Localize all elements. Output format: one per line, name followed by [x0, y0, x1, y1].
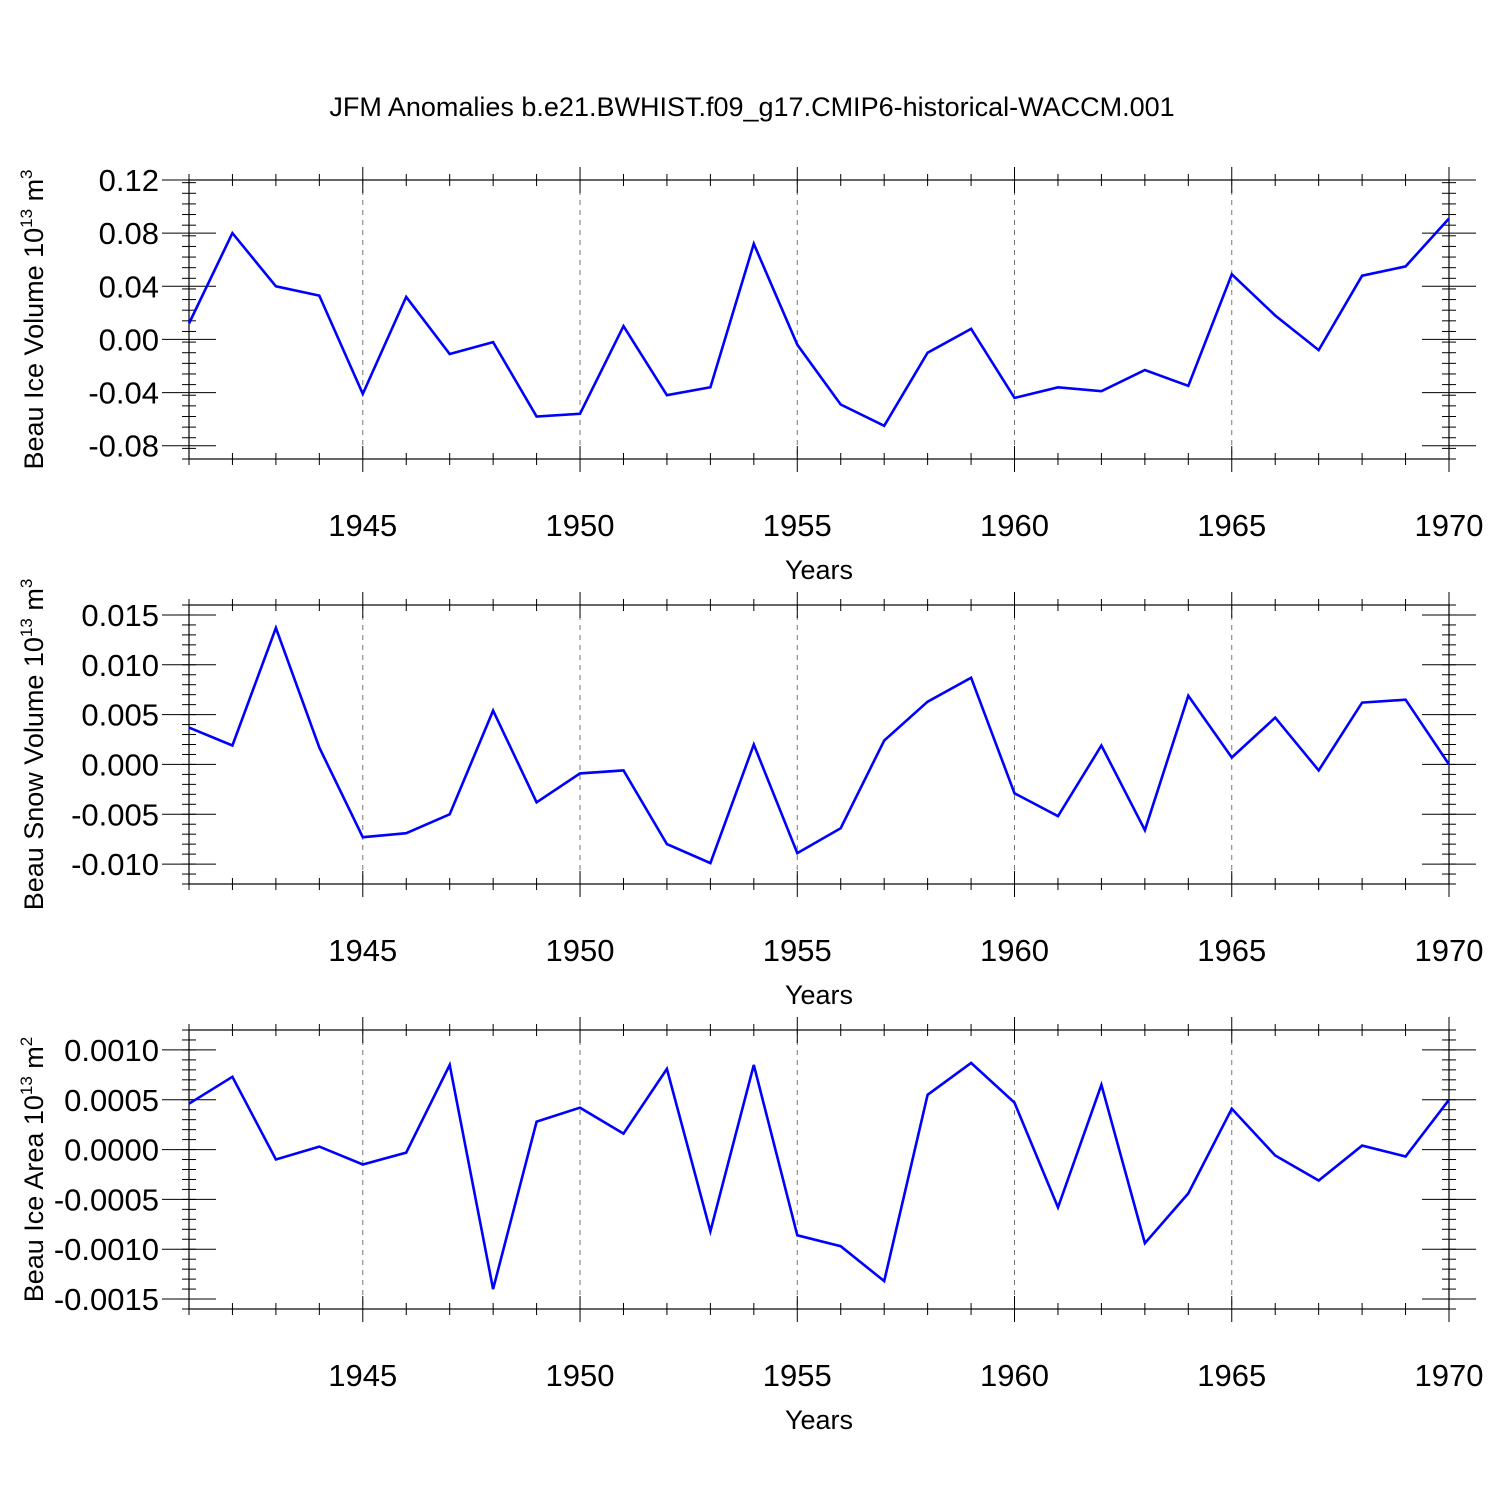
x-axis-label: Years — [785, 555, 853, 585]
x-tick-label: 1965 — [1197, 508, 1266, 543]
y-axis-label-exponent: 13 — [17, 618, 36, 637]
y-tick-label: -0.005 — [71, 797, 159, 832]
y-axis-label: Beau Snow Volume 1013 m3 — [17, 579, 49, 911]
x-tick-label: 1970 — [1415, 933, 1484, 968]
y-tick-label: -0.0015 — [54, 1282, 159, 1317]
x-tick-label: 1950 — [546, 933, 615, 968]
y-tick-label: 0.08 — [99, 216, 159, 251]
panel-snow-volume: -0.010 -0.005 0.000 0.005 0.010 0.015 1945 1950… — [17, 579, 1483, 1010]
series-line — [189, 1063, 1449, 1289]
x-tick-label: 1950 — [546, 508, 615, 543]
x-axis-label: Years — [785, 980, 853, 1010]
plot-frame — [189, 605, 1449, 884]
x-tick-label: 1970 — [1415, 1358, 1484, 1393]
y-tick-label: 0.0000 — [64, 1133, 159, 1168]
panel-ice-volume: -0.08 -0.04 0.00 0.04 0.08 0.12 1945 1950 1955 19… — [17, 163, 1483, 585]
panel-ice-area: -0.0015 -0.0010 -0.0005 0.0000 0.0005 0.0010 1… — [17, 1017, 1483, 1435]
plot-frame — [189, 1030, 1449, 1309]
y-axis-label-main: Beau Ice Volume 10 — [19, 228, 49, 470]
y-tick-label: -0.08 — [88, 429, 159, 464]
y-tick-label: 0.04 — [99, 269, 159, 304]
x-tick-label: 1965 — [1197, 1358, 1266, 1393]
y-axis-label: Beau Ice Area 1013 m2 — [17, 1037, 49, 1303]
x-tick-label: 1960 — [980, 933, 1049, 968]
x-tick-label: 1945 — [328, 508, 397, 543]
x-tick-label: 1955 — [763, 508, 832, 543]
y-axis-label-unit-exponent: 3 — [17, 579, 36, 588]
y-axis-label-exponent: 13 — [17, 209, 36, 228]
chart-title: JFM Anomalies b.e21.BWHIST.f09_g17.CMIP6… — [329, 92, 1174, 122]
y-axis-label-unit: m — [19, 179, 49, 209]
x-tick-label: 1955 — [763, 1358, 832, 1393]
y-axis-label-unit: m — [19, 1046, 49, 1076]
y-tick-label: 0.005 — [81, 698, 159, 733]
x-tick-label: 1960 — [980, 508, 1049, 543]
y-tick-label: 0.12 — [99, 163, 159, 198]
plot-frame — [189, 180, 1449, 459]
y-axis-label-unit-exponent: 2 — [17, 1037, 36, 1046]
x-tick-label: 1970 — [1415, 508, 1484, 543]
y-axis-label-unit-exponent: 3 — [17, 169, 36, 178]
y-tick-label: -0.04 — [88, 376, 159, 411]
y-tick-label: -0.010 — [71, 847, 159, 882]
series-line — [189, 628, 1449, 863]
x-tick-label: 1960 — [980, 1358, 1049, 1393]
y-tick-label: -0.0005 — [54, 1182, 159, 1217]
y-tick-label: 0.0005 — [64, 1083, 159, 1118]
y-axis-label-main: Beau Snow Volume 10 — [19, 637, 49, 910]
y-tick-label: 0.015 — [81, 598, 159, 633]
x-tick-label: 1945 — [328, 1358, 397, 1393]
x-axis-label: Years — [785, 1405, 853, 1435]
x-tick-label: 1945 — [328, 933, 397, 968]
x-tick-label: 1965 — [1197, 933, 1266, 968]
y-tick-label: 0.010 — [81, 648, 159, 683]
y-tick-label: -0.0010 — [54, 1232, 159, 1267]
y-axis-label-main: Beau Ice Area 10 — [19, 1095, 49, 1302]
x-tick-label: 1950 — [546, 1358, 615, 1393]
y-axis-label: Beau Ice Volume 1013 m3 — [17, 169, 49, 469]
y-axis-label-exponent: 13 — [17, 1076, 36, 1095]
x-tick-label: 1955 — [763, 933, 832, 968]
y-tick-label: 0.00 — [99, 322, 159, 357]
y-tick-label: 0.0010 — [64, 1033, 159, 1068]
y-axis-label-unit: m — [19, 588, 49, 618]
y-tick-label: 0.000 — [81, 747, 159, 782]
series-line — [189, 219, 1449, 426]
